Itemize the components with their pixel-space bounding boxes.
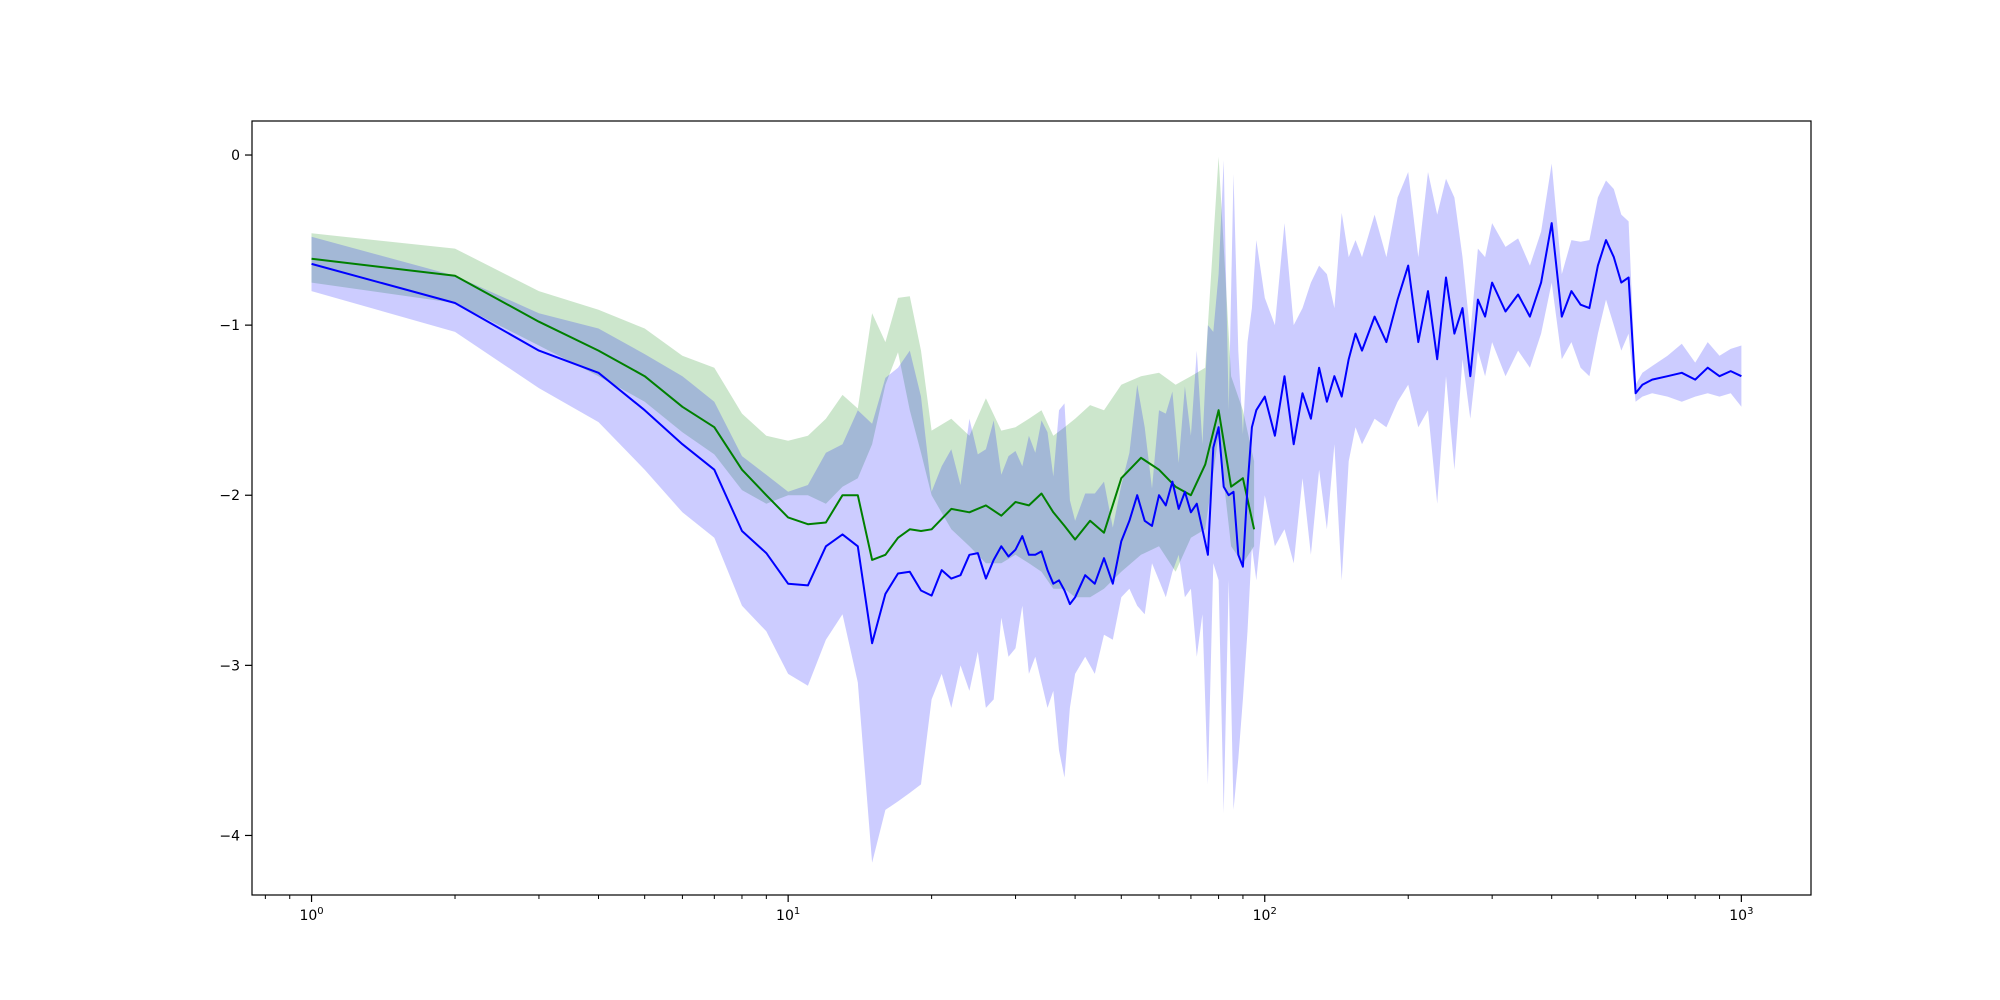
x-axis: 100 101 102 103 <box>264 895 1753 924</box>
plot-area <box>311 156 1742 863</box>
axes-frame <box>251 120 1812 896</box>
y-tick-label: 0 <box>231 148 240 164</box>
x-tick-label: 103 <box>1729 906 1753 924</box>
y-tick-label: −1 <box>219 318 240 334</box>
series-2-line <box>311 222 1742 645</box>
y-tick-label: −3 <box>219 658 240 674</box>
series-1-line <box>311 257 1256 561</box>
y-tick-label: −2 <box>219 488 240 504</box>
y-axis: 0 −1 −2 −3 −4 <box>219 148 252 844</box>
y-tick-label: −4 <box>219 828 240 844</box>
x-tick-label: 102 <box>1253 906 1277 924</box>
series-1-band <box>311 156 1255 598</box>
x-tick-label: 101 <box>776 906 800 924</box>
x-tick-label: 100 <box>299 906 323 924</box>
